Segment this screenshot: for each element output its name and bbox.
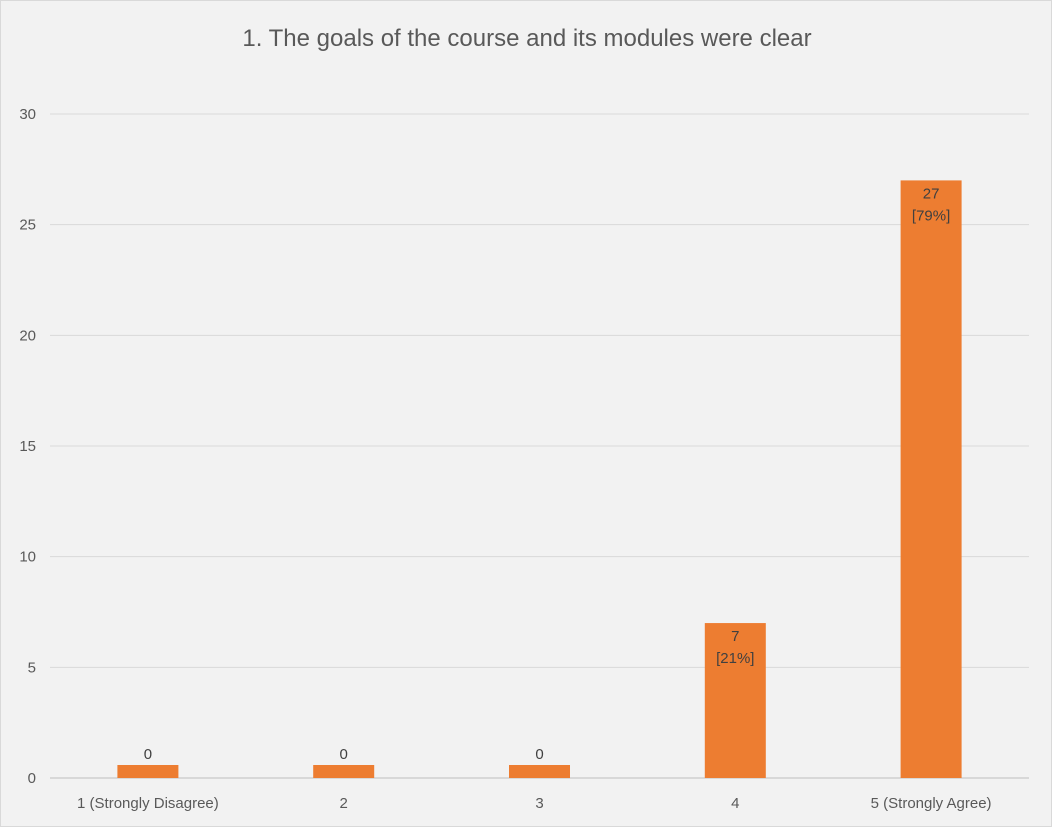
data-label-2: 0 bbox=[340, 746, 348, 763]
y-tick-label-2: 10 bbox=[19, 549, 36, 566]
chart-title: 1. The goals of the course and its modul… bbox=[242, 25, 811, 52]
data-label-1: 0 bbox=[144, 746, 152, 763]
y-tick-label-3: 15 bbox=[19, 438, 36, 455]
x-category-label-5: 5 (Strongly Agree) bbox=[871, 795, 992, 812]
data-label-5: 27 bbox=[923, 185, 940, 202]
y-tick-label-4: 20 bbox=[19, 327, 36, 344]
bar-2 bbox=[313, 765, 375, 778]
y-tick-label-6: 30 bbox=[19, 106, 36, 123]
data-label-4-pct: [21%] bbox=[716, 650, 754, 667]
y-tick-label-0: 0 bbox=[28, 770, 36, 787]
bars bbox=[117, 180, 962, 778]
bar-3 bbox=[509, 765, 570, 778]
data-labels: 0 0 0 7 [21%] 27 [79%] bbox=[144, 185, 951, 763]
x-category-label-1: 1 (Strongly Disagree) bbox=[77, 795, 219, 812]
x-axis-categories: 1 (Strongly Disagree) 2 3 4 5 (Strongly Agre… bbox=[77, 795, 992, 812]
bar-5 bbox=[900, 180, 962, 778]
gridlines bbox=[50, 113, 1029, 779]
y-tick-label-5: 25 bbox=[19, 217, 36, 234]
data-label-5-pct: [79%] bbox=[912, 207, 950, 224]
data-label-4: 7 bbox=[731, 628, 739, 645]
x-category-label-4: 4 bbox=[731, 795, 739, 812]
bar-4 bbox=[704, 623, 766, 778]
x-category-label-2: 2 bbox=[340, 795, 348, 812]
bar-1 bbox=[117, 765, 179, 778]
y-axis-ticks: 0 5 10 15 20 25 30 bbox=[19, 106, 36, 787]
y-tick-label-1: 5 bbox=[28, 659, 36, 676]
x-category-label-3: 3 bbox=[535, 795, 543, 812]
data-label-3: 0 bbox=[535, 746, 543, 763]
